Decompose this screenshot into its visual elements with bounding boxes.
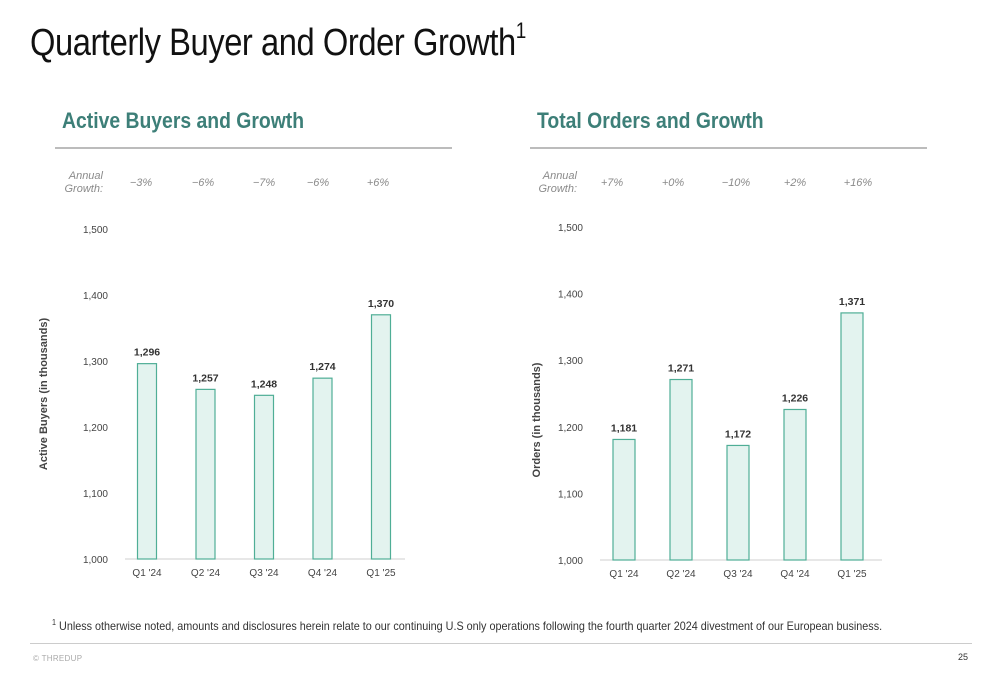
bar — [726, 444, 750, 561]
y-tick-label: 1,100 — [83, 489, 108, 500]
y-tick-label: 1,500 — [558, 223, 583, 234]
annual-growth-label-line1: Annual — [68, 170, 103, 182]
y-tick-label: 1,000 — [83, 555, 108, 566]
growth-value: −6% — [306, 177, 330, 189]
bar-data-label: 1,248 — [251, 378, 277, 390]
bar — [612, 438, 636, 561]
x-tick-label: Q1 '25 — [366, 568, 396, 579]
total-orders-chart: 1,000 1,100 1,200 1,300 1,400 1,500 Orders (in… — [531, 223, 882, 580]
active-buyers-chart: 1,000 1,100 1,200 1,300 1,400 1,500 Active Buy… — [38, 225, 405, 579]
bar — [370, 314, 392, 560]
slide-title: Quarterly Buyer and Order Growth1 — [30, 18, 526, 65]
bar-data-label: 1,257 — [192, 372, 218, 384]
panel-title: Total Orders and Growth — [537, 108, 764, 133]
x-tick-label: Q2 '24 — [666, 569, 696, 580]
growth-value: +7% — [600, 177, 624, 189]
footnote-marker: 1 — [52, 618, 57, 627]
x-tick-label: Q1 '24 — [609, 569, 639, 580]
bar-data-label: 1,181 — [611, 422, 637, 434]
growth-value: −3% — [129, 177, 153, 189]
y-tick-label: 1,200 — [558, 423, 583, 434]
footnote-text: Unless otherwise noted, amounts and disc… — [59, 619, 883, 633]
brand-copyright: © THREDUP — [33, 654, 83, 663]
growth-value: −6% — [191, 177, 215, 189]
x-tick-label: Q3 '24 — [723, 569, 753, 580]
x-tick-label: Q3 '24 — [249, 568, 279, 579]
y-tick-label: 1,500 — [83, 225, 108, 236]
annual-growth-label-line1: Annual — [542, 170, 577, 182]
bar-data-label: 1,370 — [368, 298, 394, 310]
bar-data-label: 1,371 — [839, 296, 865, 308]
annual-growth-label-line2: Growth: — [538, 183, 577, 195]
growth-value: −7% — [252, 177, 276, 189]
y-tick-label: 1,200 — [83, 423, 108, 434]
bar-data-label: 1,226 — [782, 392, 808, 404]
y-tick-label: 1,400 — [558, 290, 583, 301]
growth-value: +2% — [783, 177, 807, 189]
bar — [669, 378, 693, 561]
footnote: 1 Unless otherwise noted, amounts and di… — [52, 618, 882, 633]
growth-value: +16% — [843, 177, 873, 189]
bar-data-label: 1,172 — [725, 428, 751, 440]
bar-data-label: 1,271 — [668, 363, 694, 375]
panel-divider — [530, 147, 927, 149]
annual-growth-label: Annual Growth: — [43, 170, 103, 196]
total-orders-panel: Total Orders and Growth Annual Growth: +… — [530, 100, 930, 590]
panel-title: Active Buyers and Growth — [62, 108, 305, 133]
annual-growth-label: Annual Growth: — [517, 170, 577, 196]
footer-divider — [30, 643, 972, 644]
x-tick-label: Q4 '24 — [780, 569, 810, 580]
bar — [840, 312, 864, 561]
bar-data-label: 1,274 — [309, 361, 335, 373]
title-footnote-marker: 1 — [515, 18, 527, 43]
panel-divider — [55, 147, 452, 149]
y-tick-label: 1,300 — [83, 357, 108, 368]
bar — [136, 363, 158, 560]
page-number: 25 — [958, 652, 969, 662]
x-tick-label: Q1 '24 — [132, 568, 162, 579]
y-tick-label: 1,000 — [558, 556, 583, 567]
bar — [253, 394, 275, 560]
y-axis-title: Active Buyers (in thousands) — [38, 318, 50, 471]
x-tick-label: Q2 '24 — [191, 568, 221, 579]
bar — [312, 377, 333, 560]
bar — [195, 388, 216, 560]
y-axis-title: Orders (in thousands) — [531, 362, 543, 477]
active-buyers-panel: Active Buyers and Growth Annual Growth: … — [38, 100, 455, 590]
bar-data-label: 1,296 — [134, 347, 160, 359]
slide-title-text: Quarterly Buyer and Order Growth — [30, 22, 516, 64]
y-tick-label: 1,400 — [83, 291, 108, 302]
growth-value: +0% — [661, 177, 685, 189]
annual-growth-label-line2: Growth: — [64, 183, 103, 195]
growth-value: −10% — [721, 177, 751, 189]
x-tick-label: Q1 '25 — [837, 569, 867, 580]
bar — [783, 408, 807, 561]
growth-value: +6% — [366, 177, 390, 189]
x-tick-label: Q4 '24 — [308, 568, 338, 579]
y-tick-label: 1,100 — [558, 489, 583, 500]
y-tick-label: 1,300 — [558, 356, 583, 367]
